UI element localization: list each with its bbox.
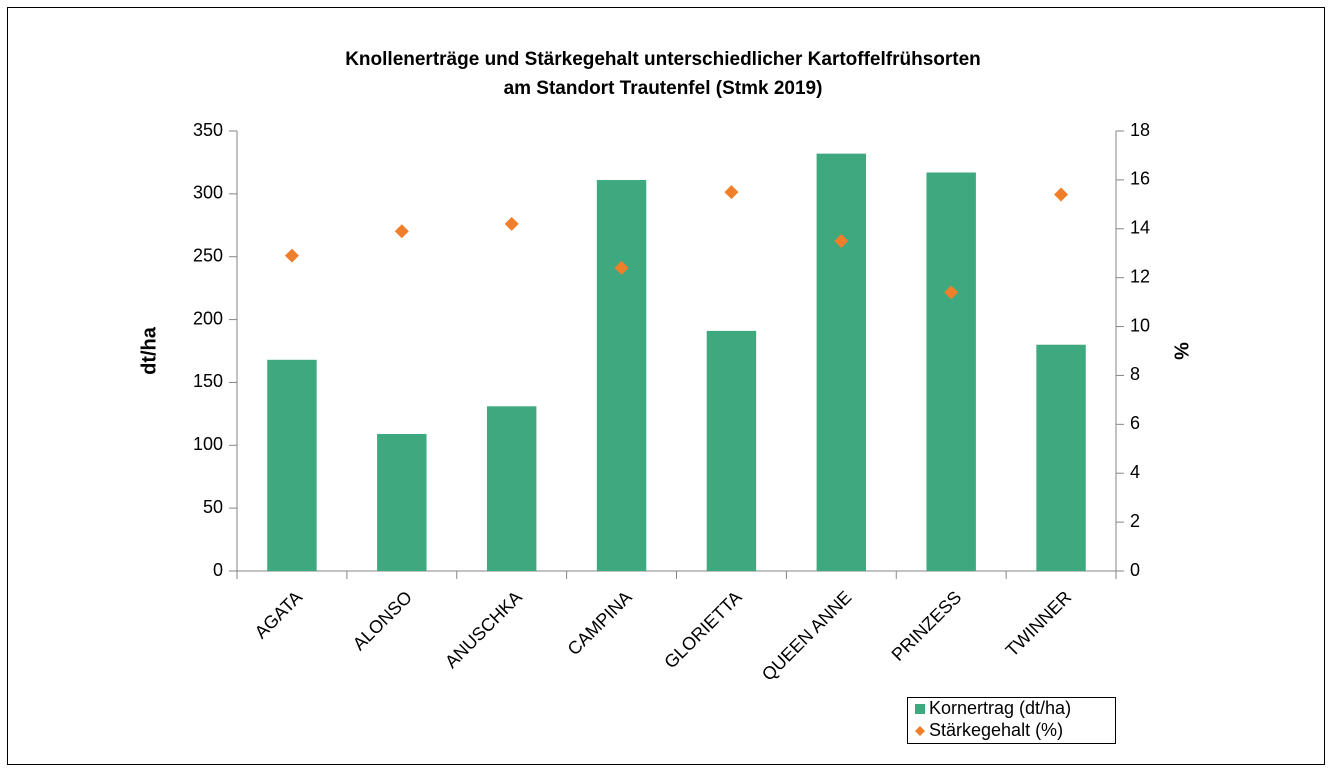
y-tick-label: 0 — [213, 560, 223, 580]
y2-tick-label: 12 — [1130, 266, 1150, 286]
y2-tick-label: 16 — [1130, 169, 1150, 189]
y-tick-label: 250 — [193, 245, 223, 265]
bar — [816, 153, 867, 571]
y2-tick-label: 6 — [1130, 413, 1140, 433]
bar — [926, 172, 976, 571]
y-tick-label: 350 — [193, 120, 223, 140]
y2-tick-label: 8 — [1130, 364, 1140, 384]
point — [504, 216, 519, 231]
bar — [596, 180, 647, 571]
legend-box — [907, 697, 1116, 744]
point — [614, 260, 629, 275]
point — [724, 185, 739, 200]
chart-title: Knollenerträge und Stärkegehalt untersch… — [345, 49, 981, 70]
bar — [706, 330, 757, 571]
legend-label: Kornertrag (dt/ha) — [929, 698, 1071, 718]
bar — [486, 406, 537, 571]
point — [834, 234, 849, 248]
chart-title: am Standort Trautenfel (Stmk 2019) — [504, 78, 823, 99]
y-tick-label: 100 — [193, 434, 223, 454]
point — [394, 224, 409, 239]
y-axis-title: dt/ha — [138, 326, 160, 375]
y2-tick-label: 10 — [1130, 315, 1150, 335]
legend-label: Stärkegehalt (%) — [929, 720, 1063, 740]
bar — [1036, 344, 1086, 571]
bar — [377, 433, 427, 571]
y-tick-label: 300 — [193, 183, 223, 203]
bar — [267, 359, 317, 571]
y2-tick-label: 14 — [1130, 218, 1150, 238]
y-tick-label: 150 — [193, 371, 223, 391]
point — [284, 248, 299, 263]
chart-border — [7, 7, 1325, 765]
y2-tick-label: 4 — [1130, 462, 1140, 482]
y2-tick-label: 18 — [1130, 120, 1150, 140]
point — [944, 285, 959, 300]
y2-tick-label: 2 — [1130, 511, 1140, 531]
y-tick-label: 200 — [193, 308, 223, 328]
y2-axis-title: % — [1170, 342, 1192, 360]
point — [1054, 187, 1069, 202]
legend-swatch — [915, 726, 925, 736]
y-tick-label: 50 — [203, 497, 223, 517]
legend-swatch — [915, 704, 925, 714]
y2-tick-label: 0 — [1130, 560, 1140, 580]
